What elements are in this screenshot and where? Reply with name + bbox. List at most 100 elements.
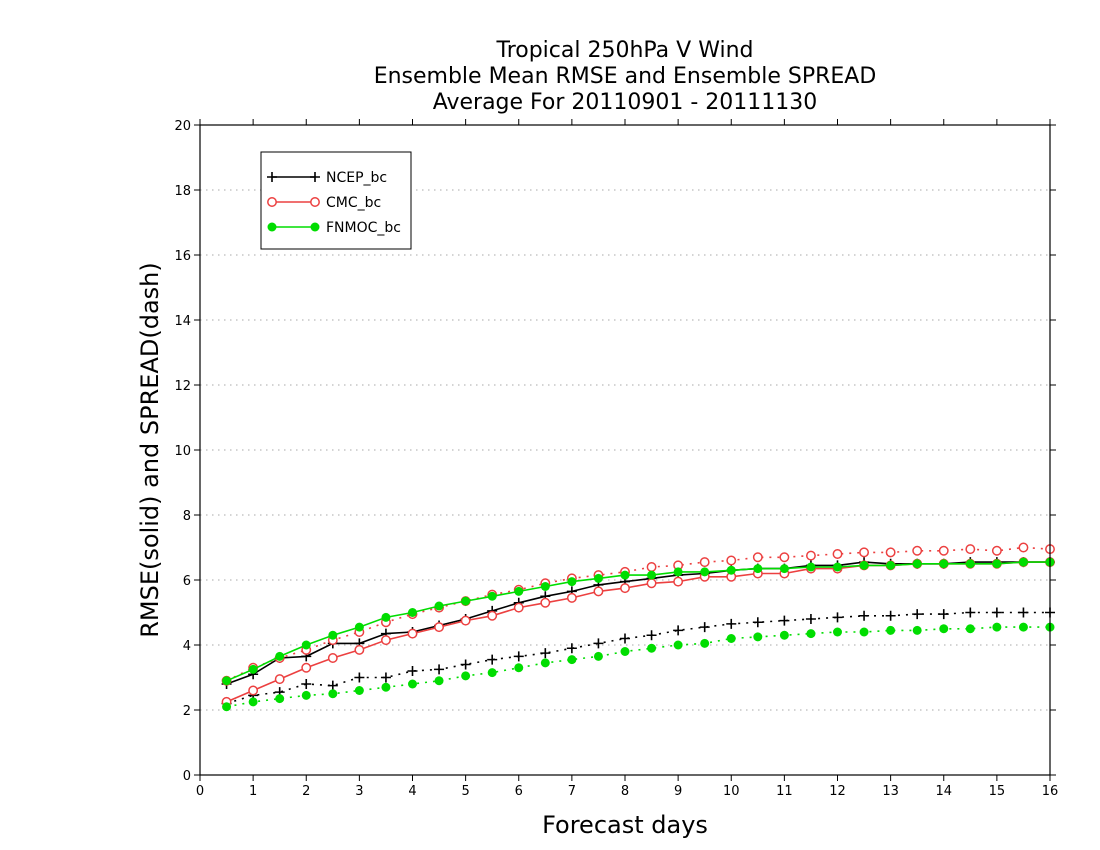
y-tick-label: 6	[183, 574, 191, 589]
y-tick-label: 14	[174, 314, 191, 329]
ncep-bc-spread-point	[593, 638, 604, 649]
fnmoc-bc-rmse-point	[912, 559, 922, 569]
legend-marker	[267, 172, 277, 182]
legend-marker	[310, 197, 320, 207]
fnmoc-bc-spread-point	[859, 627, 869, 637]
series-ncep-bc	[221, 557, 1055, 709]
y-tick-label: 8	[183, 509, 191, 524]
fnmoc-bc-spread-point	[301, 690, 311, 700]
fnmoc-bc-spread-point	[408, 679, 417, 689]
cmc-bc-rmse-point	[434, 622, 445, 633]
ncep-bc-spread-point	[699, 622, 710, 633]
fnmoc-bc-spread-point	[248, 697, 258, 707]
x-tick-label: 14	[935, 784, 952, 799]
legend-item-ncep-bc: NCEP_bc	[267, 170, 387, 186]
x-tick-label: 0	[196, 784, 204, 799]
cmc-bc-spread-point	[699, 557, 710, 568]
cmc-bc-rmse-line	[226, 561, 1050, 703]
cmc-bc-rmse-point	[620, 583, 630, 594]
fnmoc-bc-spread-point	[540, 658, 550, 668]
x-tick-label: 5	[461, 784, 469, 799]
fnmoc-bc-rmse-point	[673, 567, 683, 577]
x-tick-label: 3	[355, 784, 363, 799]
cmc-bc-rmse-point	[646, 578, 657, 589]
y-tick-label: 12	[174, 379, 191, 394]
fnmoc-bc-rmse-point	[275, 651, 285, 661]
ncep-bc-spread-point	[513, 651, 524, 662]
chart-title-line-2: Ensemble Mean RMSE and Ensemble SPREAD	[374, 64, 877, 89]
fnmoc-bc-spread-point	[647, 643, 657, 653]
fnmoc-bc-spread-point	[833, 627, 842, 637]
fnmoc-bc-rmse-point	[700, 567, 710, 577]
cmc-bc-rmse-point	[460, 615, 471, 626]
fnmoc-bc-spread-point	[700, 638, 710, 648]
fnmoc-bc-rmse-point	[806, 562, 816, 572]
fnmoc-bc-rmse-point	[886, 560, 896, 570]
ncep-bc-spread-point	[620, 633, 630, 644]
cmc-bc-spread-point	[726, 555, 737, 566]
cmc-bc-spread-point	[991, 545, 1002, 556]
chart-title-line-1: Tropical 250hPa V Wind	[495, 38, 753, 63]
y-tick-label: 2	[183, 704, 191, 719]
fnmoc-bc-rmse-point	[222, 676, 232, 686]
x-tick-label: 6	[515, 784, 523, 799]
ncep-bc-spread-point	[460, 659, 471, 670]
fnmoc-bc-spread-point	[567, 655, 577, 665]
fnmoc-bc-rmse-point	[779, 564, 789, 574]
cmc-bc-spread-point	[912, 545, 923, 556]
cmc-bc-spread-point	[965, 544, 976, 555]
legend-label: CMC_bc	[326, 195, 381, 211]
cmc-bc-rmse-point	[327, 653, 338, 663]
fnmoc-bc-spread-point	[992, 622, 1002, 632]
cmc-bc-spread-point	[779, 552, 790, 563]
ncep-bc-spread-point	[646, 630, 657, 641]
grid	[200, 189, 1050, 711]
cmc-bc-spread-point	[646, 562, 657, 572]
cmc-bc-spread-point	[938, 545, 949, 556]
fnmoc-bc-rmse-point	[939, 559, 949, 569]
y-tick-label: 10	[174, 444, 191, 459]
legend-marker	[310, 172, 320, 182]
fnmoc-bc-rmse-point	[620, 570, 630, 580]
fnmoc-bc-spread-point	[939, 624, 949, 634]
fnmoc-bc-rmse-point	[593, 573, 603, 583]
ncep-bc-spread-point	[380, 672, 391, 683]
legend-item-cmc-bc: CMC_bc	[267, 195, 381, 211]
ncep-bc-spread-point	[354, 672, 365, 683]
x-axis: 0 1 2 3 4 5 6 7 8 9 10 11 12 13 14 15 16	[196, 119, 1058, 799]
ncep-bc-spread-point	[566, 643, 577, 654]
cmc-bc-rmse-point	[354, 644, 365, 655]
legend-label: FNMOC_bc	[326, 220, 401, 236]
cmc-bc-spread-point	[752, 552, 763, 563]
y-axis: 0 2 4 6 8 10 12 14 16 18 20	[174, 119, 1056, 784]
cmc-bc-spread-point	[832, 549, 843, 559]
x-tick-label: 4	[408, 784, 416, 799]
y-tick-label: 18	[174, 184, 191, 199]
fnmoc-bc-spread-point	[461, 671, 471, 681]
fnmoc-bc-spread-point	[620, 647, 630, 656]
fnmoc-bc-rmse-point	[514, 586, 524, 596]
cmc-bc-spread-point	[885, 547, 896, 558]
ncep-bc-spread-point	[991, 607, 1002, 618]
fnmoc-bc-spread-point	[487, 668, 497, 678]
ncep-bc-spread-point	[832, 612, 843, 623]
ncep-bc-spread-point	[912, 609, 923, 620]
fnmoc-bc-rmse-point	[726, 565, 736, 575]
fnmoc-bc-spread-point	[673, 640, 683, 650]
x-tick-label: 15	[989, 784, 1006, 799]
ncep-bc-spread-point	[673, 625, 684, 636]
fnmoc-bc-rmse-point	[354, 622, 364, 632]
fnmoc-bc-rmse-point	[434, 601, 444, 611]
fnmoc-bc-rmse-point	[328, 630, 338, 640]
x-tick-label: 16	[1042, 784, 1059, 799]
ncep-bc-spread-point	[965, 607, 976, 618]
ncep-bc-spread-point	[779, 615, 790, 626]
ncep-bc-spread-point	[752, 617, 763, 628]
fnmoc-bc-spread-point	[222, 702, 232, 712]
x-tick-label: 2	[302, 784, 310, 799]
fnmoc-bc-spread-point	[806, 629, 816, 639]
fnmoc-bc-spread-point	[779, 630, 789, 640]
fnmoc-bc-rmse-point	[540, 582, 550, 591]
y-tick-label: 16	[174, 249, 191, 264]
